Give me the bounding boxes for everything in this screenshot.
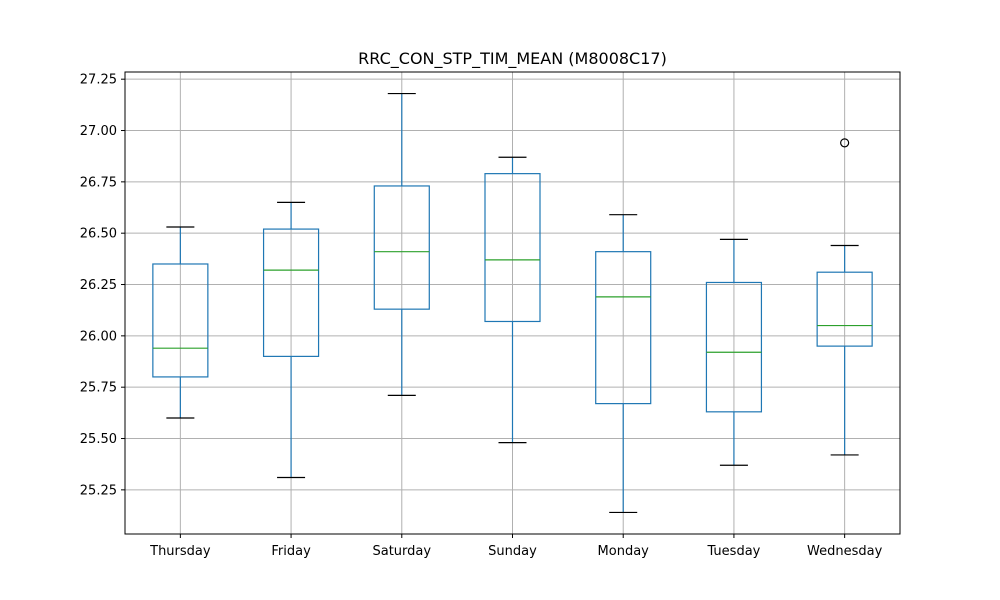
- y-tick-label: 25.75: [80, 381, 117, 396]
- y-tick-label: 25.25: [80, 483, 117, 498]
- y-tick-label: 27.00: [80, 124, 117, 139]
- x-tick-label: Thursday: [149, 544, 211, 559]
- box-tuesday: [705, 238, 763, 466]
- iqr-box: [262, 228, 320, 357]
- iqr-box: [816, 271, 873, 347]
- y-tick-label: 27.25: [80, 73, 117, 88]
- x-tick-label: Saturday: [372, 544, 431, 559]
- y-tick-label: 26.75: [80, 175, 117, 190]
- iqr-box: [484, 173, 541, 323]
- y-tick-label: 26.50: [80, 227, 117, 242]
- box-wednesday: [816, 138, 873, 456]
- chart-title: RRC_CON_STP_TIM_MEAN (M8008C17): [358, 49, 667, 69]
- y-tick-label: 26.25: [80, 278, 117, 293]
- box-friday: [262, 201, 320, 479]
- x-tick-label: Tuesday: [706, 544, 760, 559]
- y-tick-label: 26.00: [80, 329, 117, 344]
- box-monday: [595, 214, 652, 514]
- box-saturday: [373, 92, 430, 396]
- axis-layer: 25.25 25.50 25.75 26.00 26.25 26.50 26.75 27.00…: [80, 73, 883, 559]
- outlier-point: [840, 138, 850, 148]
- x-tick-label: Friday: [271, 544, 311, 559]
- iqr-box: [373, 185, 430, 310]
- iqr-box: [595, 251, 652, 405]
- box-layer: [152, 92, 873, 514]
- y-tick-label: 25.50: [80, 432, 117, 447]
- plot-area-frame: [124, 71, 901, 535]
- x-tick-label: Monday: [598, 544, 650, 559]
- iqr-box: [152, 263, 209, 378]
- x-tick-label: Wednesday: [807, 544, 883, 559]
- box-sunday: [484, 156, 541, 444]
- box-thursday: [152, 226, 209, 419]
- iqr-box: [705, 281, 763, 413]
- x-tick-label: Sunday: [488, 544, 537, 559]
